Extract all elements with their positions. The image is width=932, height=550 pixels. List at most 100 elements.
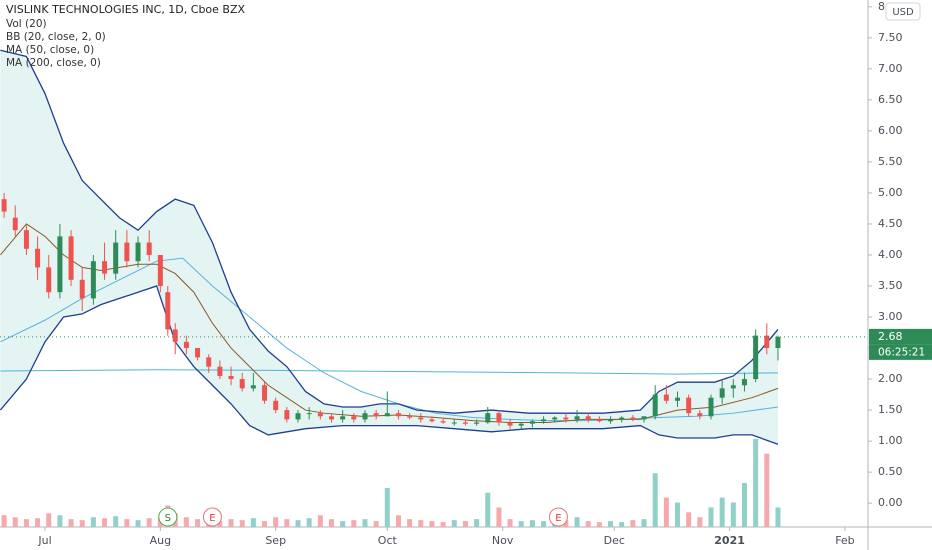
candle-body — [12, 217, 18, 231]
x-tick-label: Jul — [37, 534, 51, 547]
y-tick-label: 6.00 — [878, 124, 903, 137]
volume-bar — [574, 517, 580, 527]
volume-bar — [273, 517, 279, 527]
candle-body — [686, 397, 692, 414]
candle-body — [608, 419, 614, 422]
currency-box[interactable] — [885, 2, 921, 21]
candle-body — [35, 248, 41, 268]
candle-body — [135, 242, 141, 262]
volume-bar — [79, 520, 85, 527]
candle-body — [68, 236, 74, 280]
candle-body — [165, 292, 171, 330]
volume-bar — [753, 439, 759, 527]
y-tick-label: 1.00 — [878, 434, 903, 447]
candle-body — [719, 388, 725, 398]
ma200-line — [0, 369, 778, 375]
candle-body — [384, 413, 390, 417]
volume-bar — [563, 520, 569, 527]
legend-volume: Vol (20) — [6, 18, 47, 30]
volume-bar — [407, 519, 413, 527]
candle-body — [541, 419, 547, 422]
candle-body — [585, 416, 591, 420]
y-tick-label: 2.00 — [878, 372, 903, 385]
volume-bar — [585, 521, 591, 527]
candle-body — [362, 413, 368, 420]
candle-body — [306, 413, 312, 415]
candle-body — [630, 417, 636, 420]
candle-body — [474, 422, 480, 424]
volume-bar — [90, 517, 96, 527]
volume-bar — [697, 517, 703, 527]
y-tick-label: 1.50 — [878, 403, 903, 416]
candle-body — [239, 379, 245, 389]
bb-fill — [0, 50, 778, 445]
candle-body — [157, 254, 163, 287]
volume-bar — [384, 487, 390, 527]
volume-bar — [113, 516, 119, 527]
bb-upper-line — [0, 49, 779, 414]
volume-bar — [195, 519, 201, 527]
legend-ma50: MA (50, close, 0) — [6, 44, 94, 56]
candle-body — [641, 416, 647, 420]
candle-body — [429, 419, 435, 422]
event-marker — [158, 507, 178, 527]
candle-body — [146, 242, 152, 255]
candle-body — [462, 422, 468, 424]
candle-body — [284, 410, 290, 420]
candle-body — [418, 417, 424, 420]
candle-body — [697, 413, 703, 417]
symbol-title: VISLINK TECHNOLOGIES INC, 1D, Cboe BZX — [6, 3, 246, 16]
last-price: 2.68 — [878, 330, 903, 343]
candle-body — [708, 397, 714, 417]
y-tick-label: 3.00 — [878, 310, 903, 323]
candle-body — [451, 422, 457, 424]
volume-bar — [262, 521, 268, 527]
y-tick-label: 0.50 — [878, 465, 903, 478]
volume-bar — [596, 522, 602, 527]
candle-body — [250, 385, 256, 389]
candle-body — [195, 348, 201, 358]
y-tick-label: 7.50 — [878, 31, 903, 44]
legend-ma200: MA (200, close, 0) — [6, 57, 101, 69]
y-tick-label: 4.50 — [878, 217, 903, 230]
volume-bar — [68, 519, 74, 527]
candle-body — [373, 413, 379, 417]
volume-bar — [35, 518, 41, 527]
x-tick-label: 2021 — [714, 534, 745, 547]
candle-body — [663, 394, 669, 401]
ma50-line — [0, 257, 779, 422]
volume-bar — [57, 515, 63, 527]
candle-body — [496, 413, 502, 423]
volume-bar — [295, 520, 301, 527]
candle-body — [172, 329, 178, 342]
candle-body — [619, 417, 625, 420]
candle-body — [596, 419, 602, 422]
y-tick-label: 8 — [878, 0, 885, 13]
candle-body — [563, 417, 569, 420]
volume-bar — [741, 483, 747, 527]
candle-body — [90, 261, 96, 299]
x-tick-label: Aug — [150, 534, 171, 547]
candle-body — [529, 421, 535, 424]
volume-bar — [541, 521, 547, 527]
volume-bar — [496, 507, 502, 527]
volume-bar — [529, 520, 535, 527]
candle-body — [328, 416, 334, 420]
x-tick-label: Oct — [378, 534, 398, 547]
candle-body — [1, 199, 7, 212]
candle-body — [741, 379, 747, 386]
bb-lower-line — [0, 285, 779, 445]
y-tick-label: 3.50 — [878, 279, 903, 292]
candle-body — [518, 423, 524, 426]
x-tick-label: Dec — [604, 534, 625, 547]
event-marker — [202, 507, 222, 527]
volume-bar — [102, 518, 108, 527]
x-tick-label: Nov — [492, 534, 514, 547]
volume-bar — [146, 518, 152, 527]
volume-bar — [686, 512, 692, 527]
candle-body — [262, 385, 268, 401]
candle-body — [206, 357, 212, 367]
volume-bar — [306, 518, 312, 527]
volume-bar — [373, 521, 379, 527]
